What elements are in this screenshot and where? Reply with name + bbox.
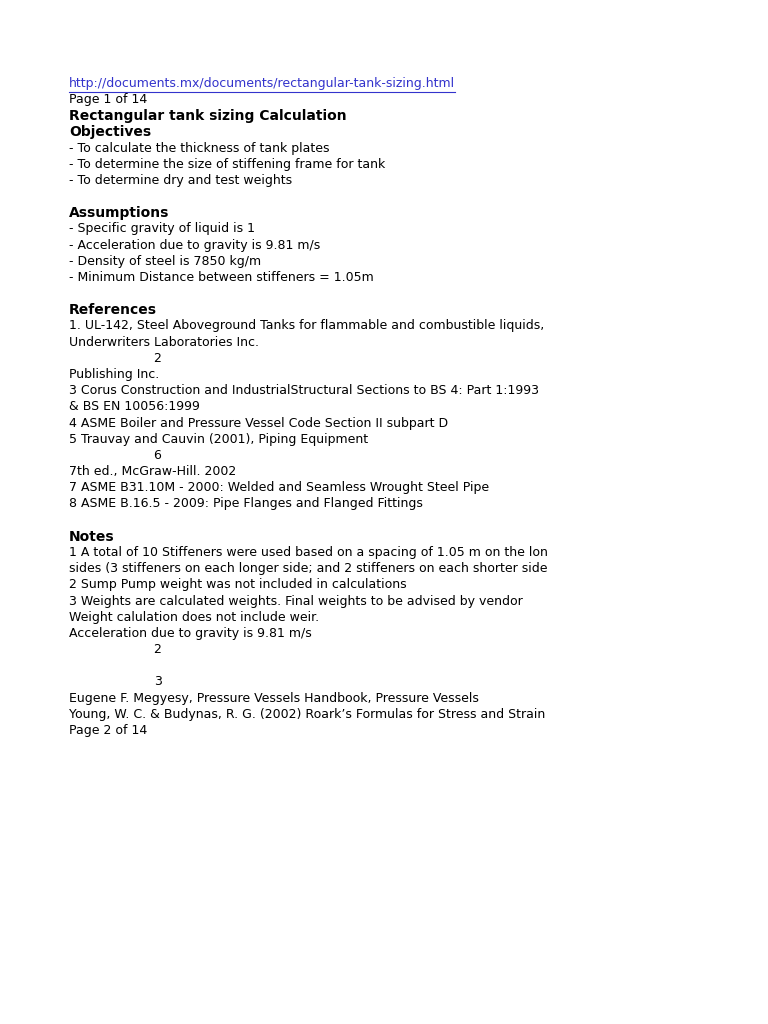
Text: 7th ed., McGraw-Hill. 2002: 7th ed., McGraw-Hill. 2002 bbox=[69, 465, 237, 478]
Text: http://documents.mx/documents/rectangular-tank-sizing.html: http://documents.mx/documents/rectangula… bbox=[69, 77, 455, 90]
Text: 1. UL-142, Steel Aboveground Tanks for flammable and combustible liquids,: 1. UL-142, Steel Aboveground Tanks for f… bbox=[69, 319, 545, 333]
Text: Notes: Notes bbox=[69, 529, 114, 544]
Text: Underwriters Laboratories Inc.: Underwriters Laboratories Inc. bbox=[69, 336, 259, 348]
Text: Page 1 of 14: Page 1 of 14 bbox=[69, 93, 147, 105]
Text: Publishing Inc.: Publishing Inc. bbox=[69, 368, 160, 381]
Text: 8 ASME B.16.5 - 2009: Pipe Flanges and Flanged Fittings: 8 ASME B.16.5 - 2009: Pipe Flanges and F… bbox=[69, 498, 423, 510]
Text: 4 ASME Boiler and Pressure Vessel Code Section II subpart D: 4 ASME Boiler and Pressure Vessel Code S… bbox=[69, 417, 449, 429]
Text: 3 Weights are calculated weights. Final weights to be advised by vendor: 3 Weights are calculated weights. Final … bbox=[69, 595, 523, 607]
Text: Page 2 of 14: Page 2 of 14 bbox=[69, 724, 147, 737]
Text: - Specific gravity of liquid is 1: - Specific gravity of liquid is 1 bbox=[69, 222, 255, 236]
Text: & BS EN 10056:1999: & BS EN 10056:1999 bbox=[69, 400, 200, 414]
Text: 6: 6 bbox=[154, 449, 161, 462]
Text: Rectangular tank sizing Calculation: Rectangular tank sizing Calculation bbox=[69, 110, 346, 123]
Text: 2 Sump Pump weight was not included in calculations: 2 Sump Pump weight was not included in c… bbox=[69, 579, 407, 591]
Text: sides (3 stiffeners on each longer side; and 2 stiffeners on each shorter side: sides (3 stiffeners on each longer side;… bbox=[69, 562, 548, 575]
Text: Objectives: Objectives bbox=[69, 125, 151, 139]
Text: 5 Trauvay and Cauvin (2001), Piping Equipment: 5 Trauvay and Cauvin (2001), Piping Equi… bbox=[69, 433, 368, 445]
Text: - To determine the size of stiffening frame for tank: - To determine the size of stiffening fr… bbox=[69, 158, 386, 171]
Text: 3 Corus Construction and IndustrialStructural Sections to BS 4: Part 1:1993: 3 Corus Construction and IndustrialStruc… bbox=[69, 384, 539, 397]
Text: - Minimum Distance between stiffeners = 1.05m: - Minimum Distance between stiffeners = … bbox=[69, 271, 374, 284]
Text: 3: 3 bbox=[154, 676, 161, 688]
Text: - To calculate the thickness of tank plates: - To calculate the thickness of tank pla… bbox=[69, 141, 329, 155]
Text: 1 A total of 10 Stiffeners were used based on a spacing of 1.05 m on the lon: 1 A total of 10 Stiffeners were used bas… bbox=[69, 546, 548, 559]
Text: 2: 2 bbox=[154, 352, 161, 365]
Text: 2: 2 bbox=[154, 643, 161, 656]
Text: Acceleration due to gravity is 9.81 m/s: Acceleration due to gravity is 9.81 m/s bbox=[69, 627, 312, 640]
Text: Weight calulation does not include weir.: Weight calulation does not include weir. bbox=[69, 610, 319, 624]
Text: References: References bbox=[69, 303, 157, 317]
Text: Young, W. C. & Budynas, R. G. (2002) Roark’s Formulas for Stress and Strain: Young, W. C. & Budynas, R. G. (2002) Roa… bbox=[69, 708, 545, 721]
Text: 7 ASME B31.10M - 2000: Welded and Seamless Wrought Steel Pipe: 7 ASME B31.10M - 2000: Welded and Seamle… bbox=[69, 481, 489, 495]
Text: - Acceleration due to gravity is 9.81 m/s: - Acceleration due to gravity is 9.81 m/… bbox=[69, 239, 320, 252]
Text: - Density of steel is 7850 kg/m: - Density of steel is 7850 kg/m bbox=[69, 255, 261, 267]
Text: Assumptions: Assumptions bbox=[69, 206, 170, 220]
Text: - To determine dry and test weights: - To determine dry and test weights bbox=[69, 174, 293, 186]
Text: Eugene F. Megyesy, Pressure Vessels Handbook, Pressure Vessels: Eugene F. Megyesy, Pressure Vessels Hand… bbox=[69, 691, 479, 705]
